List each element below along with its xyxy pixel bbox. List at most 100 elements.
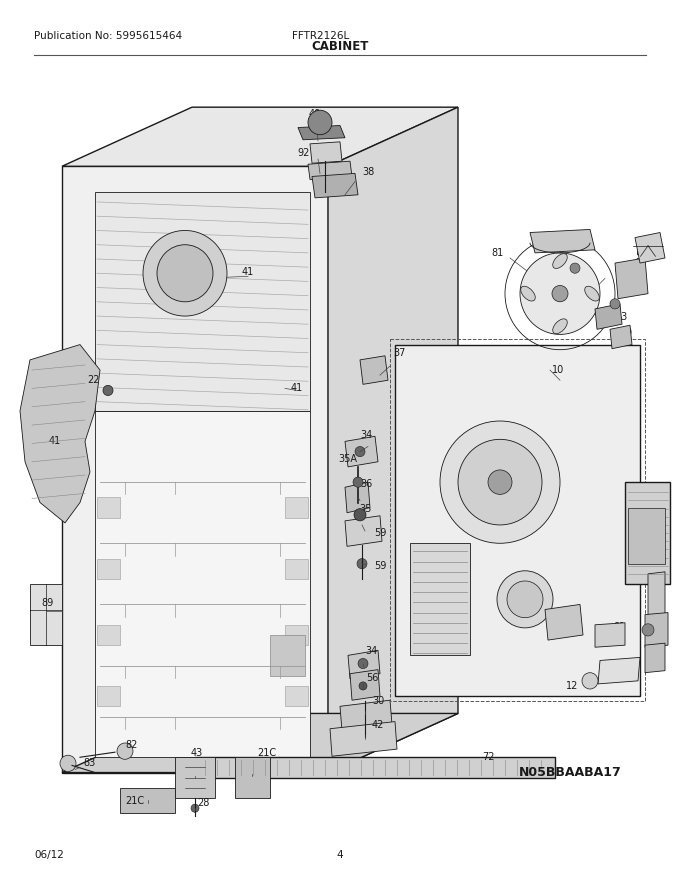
Polygon shape <box>285 497 308 517</box>
Polygon shape <box>97 625 120 645</box>
Polygon shape <box>635 232 665 263</box>
Text: 30: 30 <box>372 696 384 707</box>
Polygon shape <box>308 161 352 180</box>
Circle shape <box>308 110 332 135</box>
Polygon shape <box>328 107 458 773</box>
Polygon shape <box>175 758 215 798</box>
Circle shape <box>610 298 620 309</box>
Text: 58: 58 <box>502 605 514 614</box>
Text: 34: 34 <box>365 646 377 656</box>
Polygon shape <box>645 643 665 672</box>
Ellipse shape <box>585 286 599 301</box>
Polygon shape <box>62 714 458 773</box>
Text: 12A: 12A <box>617 663 636 672</box>
Text: 59: 59 <box>374 528 386 538</box>
Polygon shape <box>395 345 640 696</box>
Polygon shape <box>270 635 305 676</box>
Circle shape <box>354 509 366 521</box>
Text: CABINET: CABINET <box>311 40 369 53</box>
Bar <box>390 340 645 701</box>
Text: 8: 8 <box>614 265 620 275</box>
Circle shape <box>582 672 598 689</box>
Text: 11: 11 <box>642 489 654 499</box>
Text: 56: 56 <box>366 673 378 683</box>
Polygon shape <box>97 686 120 707</box>
Text: 72: 72 <box>481 752 494 762</box>
Circle shape <box>570 263 580 274</box>
Polygon shape <box>648 572 665 617</box>
Polygon shape <box>97 497 120 517</box>
Polygon shape <box>62 107 458 166</box>
Text: 35A: 35A <box>339 454 358 464</box>
Text: 58: 58 <box>635 251 647 261</box>
Text: 42: 42 <box>372 720 384 730</box>
Circle shape <box>520 253 600 334</box>
Circle shape <box>642 624 654 636</box>
Ellipse shape <box>553 319 567 334</box>
Text: 37: 37 <box>393 348 405 358</box>
Text: 59: 59 <box>374 561 386 571</box>
Circle shape <box>552 285 568 302</box>
Polygon shape <box>530 230 595 253</box>
Polygon shape <box>628 508 665 564</box>
Text: 36: 36 <box>360 480 372 489</box>
Text: 83: 83 <box>84 759 96 768</box>
Circle shape <box>488 470 512 495</box>
Text: 21C: 21C <box>258 748 277 759</box>
Polygon shape <box>298 126 345 140</box>
Text: FFTR2126L: FFTR2126L <box>292 31 350 40</box>
Polygon shape <box>595 304 622 329</box>
Circle shape <box>143 231 227 316</box>
Circle shape <box>157 245 213 302</box>
Text: 22: 22 <box>88 375 100 385</box>
Circle shape <box>359 682 367 690</box>
Circle shape <box>355 446 365 457</box>
Polygon shape <box>360 356 388 385</box>
Polygon shape <box>595 623 625 647</box>
Text: 13: 13 <box>616 312 628 322</box>
Polygon shape <box>285 686 308 707</box>
Ellipse shape <box>521 286 535 301</box>
Polygon shape <box>285 559 308 579</box>
Text: 38: 38 <box>362 167 374 178</box>
Text: 43: 43 <box>191 748 203 759</box>
Text: 3: 3 <box>655 577 661 587</box>
Polygon shape <box>410 543 470 656</box>
Text: 81: 81 <box>492 248 504 258</box>
Polygon shape <box>235 758 270 798</box>
Text: 4: 4 <box>337 850 343 860</box>
Polygon shape <box>20 345 100 523</box>
Text: 9: 9 <box>625 328 631 339</box>
Polygon shape <box>195 758 555 778</box>
Text: 12: 12 <box>566 681 578 691</box>
Polygon shape <box>350 670 380 700</box>
Text: 41: 41 <box>49 436 61 446</box>
Circle shape <box>458 439 542 525</box>
Polygon shape <box>645 612 668 647</box>
Polygon shape <box>615 258 648 298</box>
Circle shape <box>497 571 553 627</box>
Circle shape <box>103 385 113 395</box>
Text: 34: 34 <box>360 430 372 440</box>
Polygon shape <box>340 700 392 730</box>
Text: 92: 92 <box>298 148 310 158</box>
Polygon shape <box>345 436 378 467</box>
Text: 35: 35 <box>360 503 372 514</box>
Circle shape <box>507 581 543 618</box>
Text: 41: 41 <box>291 384 303 393</box>
Text: 40: 40 <box>309 109 321 120</box>
Text: 4: 4 <box>564 612 570 621</box>
Text: 89: 89 <box>42 598 54 608</box>
Circle shape <box>353 477 363 488</box>
Polygon shape <box>30 584 62 645</box>
Polygon shape <box>345 482 370 513</box>
Polygon shape <box>330 722 397 756</box>
Text: 14: 14 <box>565 239 577 250</box>
Polygon shape <box>95 192 310 411</box>
Polygon shape <box>310 142 342 163</box>
Polygon shape <box>285 625 308 645</box>
Ellipse shape <box>553 253 567 268</box>
Circle shape <box>60 755 76 772</box>
Polygon shape <box>345 516 382 546</box>
Text: 81: 81 <box>614 622 626 632</box>
